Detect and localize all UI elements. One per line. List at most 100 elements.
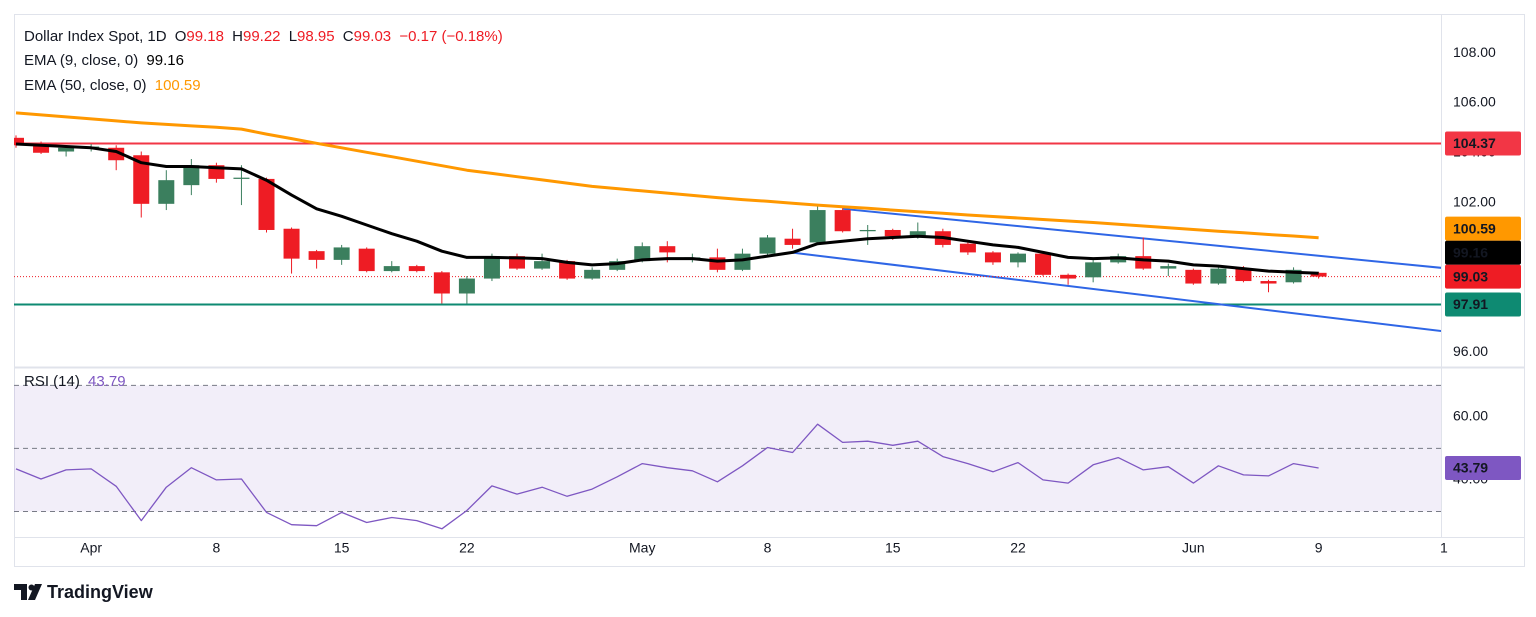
candle-body — [834, 210, 851, 232]
candle-body — [884, 229, 901, 237]
price-label: 99.16 — [1453, 244, 1488, 260]
candle-body — [1185, 269, 1202, 284]
high-label: H — [232, 28, 243, 45]
legend-value: 100.59 — [155, 77, 201, 94]
brand-name: TradingView — [47, 582, 154, 602]
series-line — [15, 111, 1319, 240]
legend-name: EMA (9, close, 0) — [24, 52, 138, 69]
candle-body — [634, 246, 651, 262]
candle-body — [909, 231, 926, 237]
candle-body — [183, 165, 200, 186]
x-tick-label: 22 — [1010, 540, 1026, 556]
candle-body — [33, 145, 50, 153]
candle-body — [283, 228, 300, 259]
rsi-pane — [14, 384, 1441, 530]
x-tick-label: 1 — [1440, 540, 1448, 556]
price-label: 97.91 — [1453, 296, 1488, 312]
x-tick-label: Jun — [1182, 540, 1205, 556]
open-value: 99.18 — [186, 28, 224, 45]
legend-value: 43.79 — [88, 373, 126, 390]
x-tick-label: 15 — [334, 540, 350, 556]
y-tick-label: 102.00 — [1453, 193, 1496, 209]
candle-body — [483, 256, 500, 279]
candle-body — [784, 238, 801, 245]
candle-body — [433, 272, 450, 294]
candle-body — [233, 177, 250, 179]
brand-logo — [14, 584, 42, 600]
logo-shape — [28, 584, 42, 600]
candle-body — [559, 261, 576, 279]
trend-line — [792, 251, 1441, 333]
candle-body — [383, 266, 400, 272]
price-label-bg — [1445, 131, 1521, 156]
ema9-legend: EMA (9, close, 0) 99.16 — [24, 52, 184, 69]
candle-body — [534, 261, 551, 269]
x-tick-label: 15 — [885, 540, 901, 556]
candle-body — [458, 278, 475, 294]
candle-body — [308, 251, 325, 260]
low-value: 98.95 — [297, 28, 335, 45]
price-pane — [14, 111, 1441, 333]
chart-title: Dollar Index Spot, 1D — [24, 28, 167, 45]
candle-body — [408, 266, 425, 272]
low-label: L — [289, 28, 297, 45]
rsi-legend: RSI (14) 43.79 — [24, 373, 126, 390]
price-label-bg — [1445, 216, 1521, 241]
x-tick-label: May — [629, 540, 655, 556]
x-tick-label: 8 — [764, 540, 772, 556]
x-tick-label: 9 — [1315, 540, 1323, 556]
candle-body — [258, 178, 275, 230]
series-line — [15, 142, 1319, 275]
price-legend: Dollar Index Spot, 1D O99.18 H99.22 L98.… — [24, 28, 503, 45]
candle-body — [1310, 272, 1327, 277]
candle-body — [809, 210, 826, 243]
price-label: 99.03 — [1453, 268, 1488, 284]
candle-body — [1010, 253, 1026, 263]
candle-body — [734, 253, 751, 270]
legend-name: RSI (14) — [24, 373, 80, 390]
axes: 96.0098.00100.00102.00104.00106.00108.00… — [80, 44, 1521, 556]
candle-body — [14, 137, 24, 146]
x-tick-label: 22 — [459, 540, 475, 556]
ema50-legend: EMA (50, close, 0) 100.59 — [24, 77, 201, 94]
close-label: C — [343, 28, 354, 45]
y-tick-label: 106.00 — [1453, 94, 1496, 110]
series-line — [15, 423, 1319, 530]
y-tick-label: 108.00 — [1453, 44, 1496, 60]
change-value: −0.17 (−0.18%) — [399, 28, 502, 45]
candle-body — [1035, 253, 1052, 275]
price-label-bg — [1445, 292, 1521, 317]
candle-body — [984, 252, 1001, 263]
candle-body — [859, 229, 876, 232]
candle-body — [58, 147, 75, 152]
candle-body — [1210, 268, 1227, 284]
candle-body — [584, 269, 601, 279]
y-tick-label: 96.00 — [1453, 343, 1488, 359]
chart-frame — [14, 14, 1525, 567]
price-label: 43.79 — [1453, 460, 1488, 476]
candle-body — [1085, 262, 1102, 278]
price-label: 100.59 — [1453, 220, 1496, 236]
price-label-bg — [1445, 264, 1521, 289]
candle-body — [1260, 281, 1277, 284]
candle-body — [759, 237, 776, 254]
x-tick-label: Apr — [80, 540, 102, 556]
candle-body — [158, 180, 175, 204]
candle-body — [358, 248, 375, 272]
candle-body — [1060, 274, 1077, 279]
high-value: 99.22 — [243, 28, 281, 45]
open-label: O — [175, 28, 187, 45]
y-tick-label: 60.00 — [1453, 408, 1488, 424]
candle-body — [133, 155, 150, 204]
close-value: 99.03 — [354, 28, 392, 45]
price-label: 104.37 — [1453, 135, 1496, 151]
candle-body — [333, 247, 350, 260]
x-tick-label: 8 — [213, 540, 221, 556]
candle-body — [1235, 268, 1252, 282]
price-label-bg — [1445, 240, 1521, 265]
legend-value: 99.16 — [146, 52, 184, 69]
legend-name: EMA (50, close, 0) — [24, 77, 147, 94]
candle-body — [659, 246, 676, 253]
candle-body — [959, 243, 976, 253]
